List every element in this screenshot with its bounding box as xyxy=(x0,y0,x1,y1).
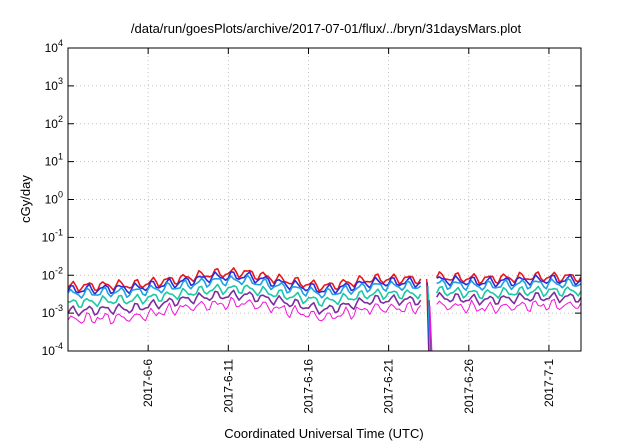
y-tick-exponent: 0 xyxy=(58,190,63,200)
series-line-2 xyxy=(436,274,582,288)
y-tick-label: 10-1 xyxy=(42,227,63,244)
series-line-4 xyxy=(435,285,582,300)
y-tick-label: 104 xyxy=(45,38,63,55)
y-tick-base: 10 xyxy=(45,79,59,93)
x-tick-label: 2017-6-16 xyxy=(301,359,315,414)
y-tick-base: 10 xyxy=(42,306,56,320)
y-tick-label: 102 xyxy=(45,114,63,131)
y-tick-exponent: 3 xyxy=(58,76,63,86)
gap-drop-line xyxy=(428,305,433,352)
y-tick-label: 100 xyxy=(45,190,63,207)
y-tick-exponent: -1 xyxy=(55,227,63,237)
y-tick-exponent: 4 xyxy=(58,38,63,48)
y-tick-label: 10-4 xyxy=(42,341,63,358)
y-tick-label: 10-2 xyxy=(42,265,63,282)
series-line-6 xyxy=(67,296,422,325)
y-tick-exponent: -4 xyxy=(55,341,63,351)
y-tick-exponent: 1 xyxy=(58,152,63,162)
y-axis-label: cGy/day xyxy=(18,175,33,223)
series-line-1 xyxy=(67,267,422,293)
y-tick-base: 10 xyxy=(45,117,59,131)
y-tick-label: 10-3 xyxy=(42,303,63,320)
y-tick-label: 103 xyxy=(45,76,63,93)
y-tick-exponent: -2 xyxy=(55,265,63,275)
series-line-6 xyxy=(436,298,582,314)
series-line-3 xyxy=(67,274,422,299)
y-tick-base: 10 xyxy=(45,41,59,55)
chart-title: /data/run/goesPlots/archive/2017-07-01/f… xyxy=(131,21,522,36)
x-tick-label: 2017-6-26 xyxy=(462,359,476,414)
x-tick-label: 2017-7-1 xyxy=(542,359,556,407)
y-tick-base: 10 xyxy=(42,344,56,358)
series-line-5 xyxy=(436,291,582,306)
y-tick-label: 101 xyxy=(45,152,63,169)
x-axis: 2017-6-6 2017-6-11 2017-6-16 2017-6-21 2017-… xyxy=(141,48,556,414)
y-tick-exponent: -3 xyxy=(55,303,63,313)
series-group xyxy=(67,267,582,352)
series-line-5 xyxy=(67,289,422,317)
series-line-4 xyxy=(67,283,422,308)
y-tick-exponent: 2 xyxy=(58,114,63,124)
x-axis-label: Coordinated Universal Time (UTC) xyxy=(224,426,423,441)
x-tick-label: 2017-6-21 xyxy=(382,359,396,414)
grid xyxy=(68,48,581,351)
x-tick-label: 2017-6-11 xyxy=(221,359,235,413)
y-tick-base: 10 xyxy=(45,193,59,207)
x-tick-label: 2017-6-6 xyxy=(141,359,155,407)
y-tick-base: 10 xyxy=(42,230,56,244)
y-tick-base: 10 xyxy=(45,155,59,169)
y-tick-base: 10 xyxy=(42,268,56,282)
series-line-1 xyxy=(435,271,582,285)
series-line-2 xyxy=(67,270,422,295)
series-line-3 xyxy=(436,277,582,292)
